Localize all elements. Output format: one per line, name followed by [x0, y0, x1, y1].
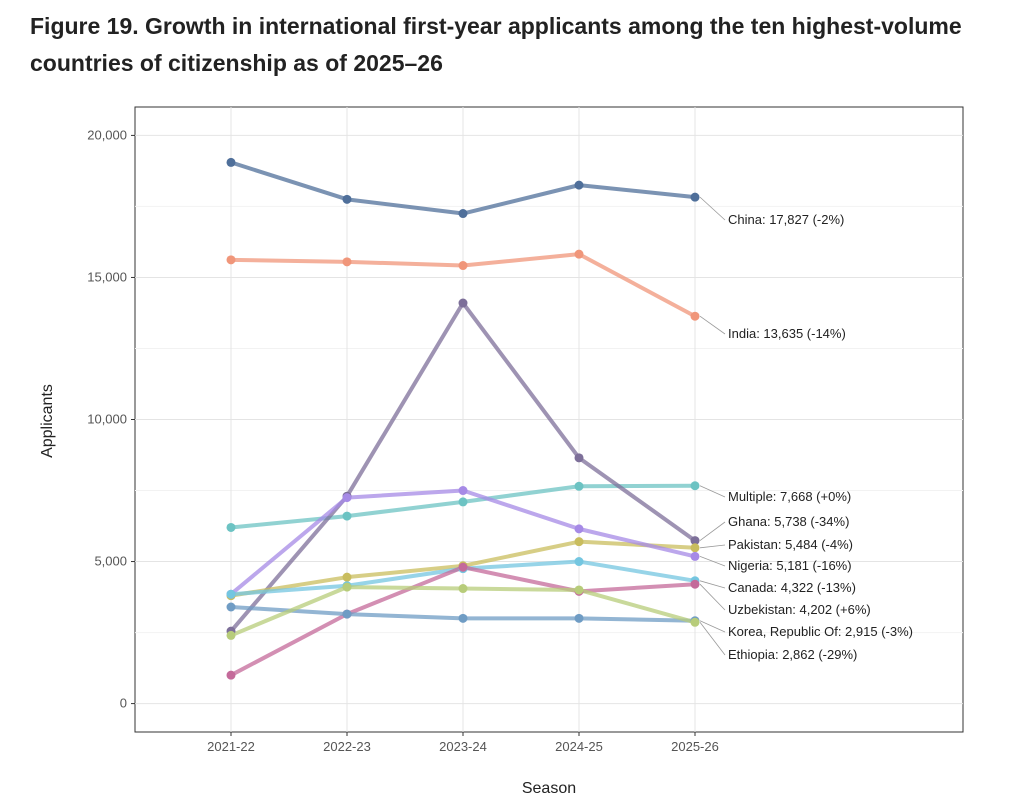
x-tick-label: 2024-25	[555, 739, 603, 754]
data-point	[574, 524, 584, 534]
data-point	[458, 486, 468, 496]
data-point	[458, 298, 468, 308]
data-point	[226, 522, 236, 532]
data-point	[458, 497, 468, 507]
x-tick-label: 2023-24	[439, 739, 487, 754]
data-point	[342, 609, 352, 619]
y-tick-label: 15,000	[87, 269, 127, 284]
leader-line	[699, 521, 726, 541]
series-label: China: 17,827 (-2%)	[728, 212, 844, 227]
data-point	[690, 481, 700, 491]
y-tick-label: 10,000	[87, 412, 127, 427]
x-axis-title: Season	[522, 780, 576, 797]
gridlines	[135, 107, 963, 732]
leader-line	[699, 556, 726, 567]
data-point	[574, 585, 584, 595]
data-point	[690, 617, 700, 627]
x-tick-label: 2022-23	[323, 739, 371, 754]
series-lines	[226, 157, 700, 680]
data-point	[574, 453, 584, 463]
data-point	[342, 493, 352, 503]
data-point	[342, 194, 352, 204]
data-point	[690, 192, 700, 202]
data-point	[458, 562, 468, 572]
data-point	[226, 630, 236, 640]
data-point	[342, 257, 352, 267]
y-tick-label: 0	[120, 696, 127, 711]
data-point	[690, 551, 700, 561]
data-point	[458, 261, 468, 271]
data-point	[342, 572, 352, 582]
leader-line	[699, 196, 726, 221]
x-axis-ticks: 2021-22 2022-23 2023-24 2024-25 2025-26	[207, 732, 719, 754]
data-point	[690, 579, 700, 589]
leader-line	[699, 583, 726, 611]
chart-title: Figure 19. Growth in international first…	[30, 13, 962, 76]
data-point	[690, 311, 700, 321]
data-point	[574, 249, 584, 259]
leader-line	[699, 315, 726, 335]
data-point	[226, 670, 236, 680]
series-label: Uzbekistan: 4,202 (+6%)	[728, 602, 871, 617]
y-axis-title: Applicants	[39, 384, 56, 458]
data-point	[342, 511, 352, 521]
series-label: Multiple: 7,668 (+0%)	[728, 489, 851, 504]
data-point	[690, 536, 700, 546]
leader-line	[699, 622, 726, 656]
data-point	[574, 537, 584, 547]
data-point	[226, 602, 236, 612]
data-point	[574, 481, 584, 491]
data-point	[574, 557, 584, 567]
x-tick-label: 2021-22	[207, 739, 255, 754]
series-label: Nigeria: 5,181 (-16%)	[728, 558, 852, 573]
y-tick-label: 20,000	[87, 127, 127, 142]
leader-line	[699, 580, 726, 589]
series-label: India: 13,635 (-14%)	[728, 326, 846, 341]
leader-line	[699, 485, 726, 498]
series-label: Canada: 4,322 (-13%)	[728, 580, 856, 595]
data-point	[226, 157, 236, 167]
data-point	[458, 209, 468, 219]
y-tick-label: 5,000	[94, 554, 127, 569]
series-label: Ghana: 5,738 (-34%)	[728, 514, 849, 529]
x-tick-label: 2025-26	[671, 739, 719, 754]
data-point	[458, 584, 468, 594]
series-label: Korea, Republic Of: 2,915 (-3%)	[728, 624, 913, 639]
data-point	[690, 543, 700, 553]
y-axis-ticks: 0 5,000 10,000 15,000 20,000	[87, 127, 135, 711]
leader-line	[699, 620, 726, 633]
data-point	[226, 255, 236, 265]
data-point	[458, 613, 468, 623]
series-labels: China: 17,827 (-2%) India: 13,635 (-14%) M…	[699, 196, 913, 662]
data-point	[342, 582, 352, 592]
series-label: Ethiopia: 2,862 (-29%)	[728, 647, 857, 662]
data-point	[226, 589, 236, 599]
data-point	[574, 180, 584, 190]
series-label: Pakistan: 5,484 (-4%)	[728, 537, 853, 552]
leader-line	[699, 544, 726, 549]
data-point	[574, 613, 584, 623]
